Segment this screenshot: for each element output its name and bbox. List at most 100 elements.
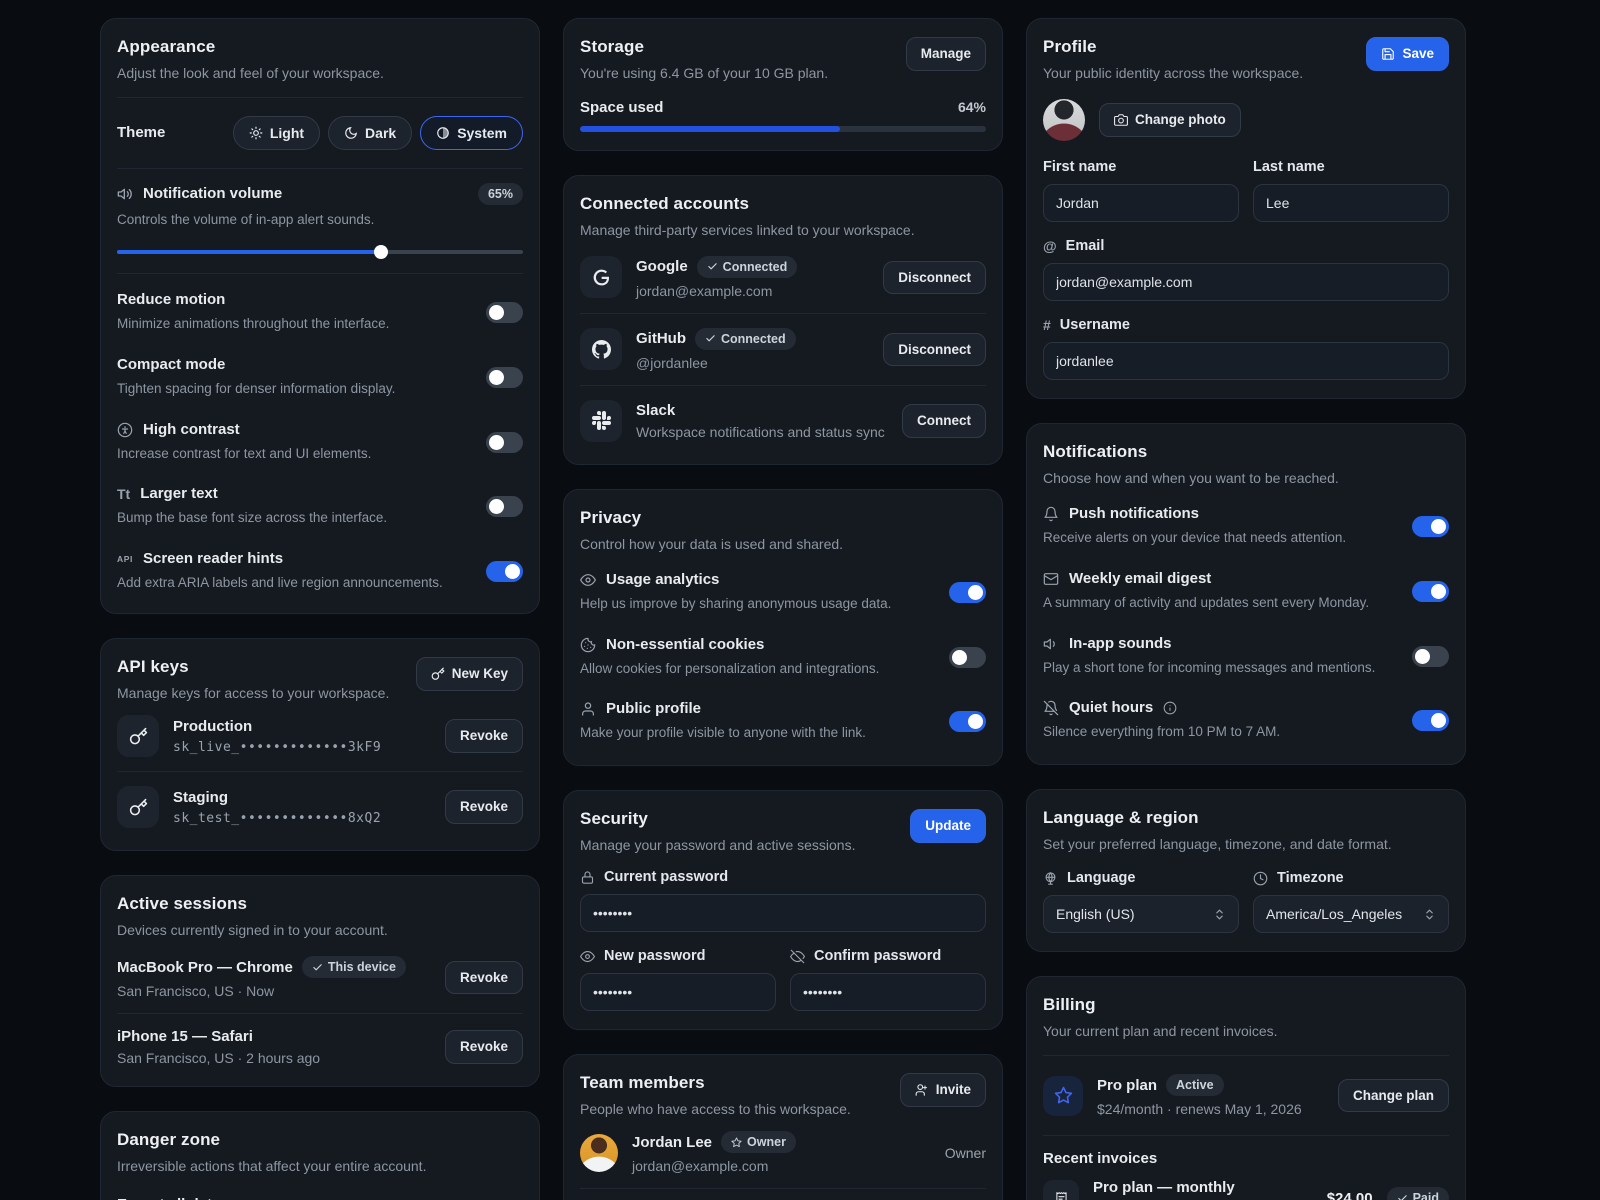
member-email: jordan@example.com — [632, 1158, 769, 1175]
account-detail: @jordanlee — [636, 354, 708, 371]
cookies-toggle[interactable] — [949, 646, 986, 668]
volume-slider[interactable] — [117, 244, 523, 259]
divider — [580, 384, 986, 386]
toggle-knob — [489, 304, 504, 320]
billing-card: Billing Your current plan and recent inv… — [1026, 976, 1466, 1200]
this-device-badge: This device — [301, 956, 406, 979]
usage-analytics-toggle[interactable] — [949, 581, 986, 603]
current-password-label: Current password — [604, 869, 729, 886]
language-value: English (US) — [1056, 906, 1135, 923]
slider-knob[interactable] — [373, 244, 388, 259]
password-fields-grid: New password Confirm password — [580, 948, 986, 1012]
receipt-icon — [1055, 1191, 1067, 1200]
api-key-masked: sk_live_•••••••••••••3kF9 — [173, 739, 382, 755]
high-contrast-toggle[interactable] — [486, 431, 523, 453]
disconnect-github-button[interactable]: Disconnect — [883, 332, 986, 367]
account-detail: Workspace notifications and status sync — [636, 423, 885, 440]
profile-header: Profile Your public identity across the … — [1043, 37, 1449, 83]
email-input[interactable] — [1043, 262, 1449, 301]
star-icon — [1054, 1086, 1072, 1104]
session-row-iphone: iPhone 15 — Safari San Francisco, US · 2… — [117, 1016, 523, 1068]
github-icon-box — [580, 328, 622, 371]
notifications-subtitle: Choose how and when you want to be reach… — [1043, 469, 1339, 486]
member-role-text: Owner — [944, 1144, 986, 1161]
screen-reader-desc: Add extra ARIA labels and live region an… — [117, 575, 443, 591]
star-icon — [731, 1137, 742, 1147]
first-name-field: First name — [1043, 159, 1239, 222]
api-key-info: Production sk_live_•••••••••••••3kF9 — [173, 718, 431, 755]
confirm-password-label-row: Confirm password — [790, 948, 986, 964]
revoke-key-button[interactable]: Revoke — [444, 719, 523, 753]
first-name-input[interactable] — [1043, 183, 1239, 222]
key-icon — [129, 798, 147, 816]
update-password-button[interactable]: Update — [910, 809, 986, 843]
theme-dark-button[interactable]: Dark — [328, 115, 413, 150]
space-used-label: Space used — [580, 98, 664, 116]
larger-text-row: Tt Larger text Bump the base font size a… — [117, 474, 523, 539]
public-profile-toggle[interactable] — [949, 711, 986, 733]
danger-subtitle: Irreversible actions that affect your en… — [117, 1158, 427, 1175]
user-icon — [582, 702, 594, 717]
member-row-mika: Mika Chen mika@example.com Admin — [580, 1191, 986, 1200]
last-name-label: Last name — [1253, 158, 1325, 175]
connect-slack-button[interactable]: Connect — [902, 404, 986, 438]
push-toggle[interactable] — [1412, 515, 1449, 537]
reduce-motion-label: Reduce motion — [117, 290, 226, 308]
appearance-card: Appearance Adjust the look and feel of y… — [100, 18, 540, 615]
disconnect-google-button[interactable]: Disconnect — [883, 260, 986, 295]
theme-system-button[interactable]: System — [420, 115, 523, 150]
revoke-key-button[interactable]: Revoke — [444, 790, 523, 824]
theme-row: Theme Light Dark System — [117, 112, 523, 154]
account-row-slack: Slack Workspace notifications and status… — [580, 388, 986, 446]
larger-text-toggle[interactable] — [486, 496, 523, 518]
profile-card: Profile Your public identity across the … — [1026, 18, 1466, 399]
toggle-knob — [952, 649, 967, 665]
sounds-label: In-app sounds — [1069, 634, 1172, 652]
revoke-session-button[interactable]: Revoke — [444, 1030, 523, 1064]
plan-row: Pro plan Active $24/month · renews May 1… — [1043, 1070, 1449, 1121]
high-contrast-row: High contrast Increase contrast for text… — [117, 410, 523, 475]
save-profile-button[interactable]: Save — [1366, 37, 1449, 71]
toggle-knob — [968, 714, 983, 730]
theme-system-label: System — [457, 124, 507, 141]
volume-desc: Controls the volume of in-app alert soun… — [117, 211, 375, 227]
session-device-row: MacBook Pro — Chrome This device — [117, 956, 431, 979]
sounds-toggle[interactable] — [1412, 645, 1449, 667]
theme-light-button[interactable]: Light — [232, 115, 321, 150]
quiet-toggle[interactable] — [1412, 710, 1449, 732]
api-keys-title: API keys — [117, 657, 189, 677]
volume-value-badge: 65% — [477, 182, 523, 205]
cookies-label-row: Non-essential cookies — [580, 636, 933, 654]
quiet-text: Quiet hours Silence everything from 10 P… — [1043, 699, 1396, 742]
manage-storage-button[interactable]: Manage — [905, 37, 986, 71]
change-photo-button[interactable]: Change photo — [1099, 102, 1241, 137]
public-profile-row: Public profile Make your profile visible… — [580, 689, 986, 747]
account-row-google: Google Connected jordan@example.com Disc… — [580, 244, 986, 311]
screen-reader-toggle[interactable] — [486, 561, 523, 583]
save-label: Save — [1402, 46, 1434, 62]
new-key-button[interactable]: New Key — [415, 657, 523, 692]
language-select[interactable]: English (US) — [1043, 895, 1239, 934]
new-password-input[interactable] — [580, 973, 776, 1012]
session-info: MacBook Pro — Chrome This device San Fra… — [117, 956, 431, 999]
timezone-select[interactable]: America/Los_Angeles — [1253, 895, 1449, 934]
storage-card: Storage You're using 6.4 GB of your 10 G… — [563, 18, 1003, 151]
revoke-session-button[interactable]: Revoke — [444, 960, 523, 995]
last-name-input[interactable] — [1253, 183, 1449, 222]
current-password-input[interactable] — [580, 894, 986, 933]
owner-badge-label: Owner — [747, 1135, 786, 1150]
plan-desc: $24/month · renews May 1, 2026 — [1097, 1101, 1302, 1118]
notifications-title: Notifications — [1043, 441, 1148, 461]
invite-label: Invite — [935, 1082, 971, 1098]
volume-icon — [1043, 638, 1055, 649]
username-input[interactable] — [1043, 341, 1449, 380]
compact-mode-toggle[interactable] — [486, 366, 523, 388]
member-name-row: Jordan Lee Owner — [632, 1131, 931, 1154]
compact-mode-row: Compact mode Tighten spacing for denser … — [117, 345, 523, 410]
reduce-motion-toggle[interactable] — [486, 301, 523, 323]
in-app-sounds-row: In-app sounds Play a short tone for inco… — [1043, 624, 1449, 689]
change-plan-button[interactable]: Change plan — [1337, 1078, 1449, 1113]
invite-button[interactable]: Invite — [899, 1073, 986, 1108]
digest-toggle[interactable] — [1412, 580, 1449, 602]
confirm-password-input[interactable] — [790, 973, 986, 1012]
